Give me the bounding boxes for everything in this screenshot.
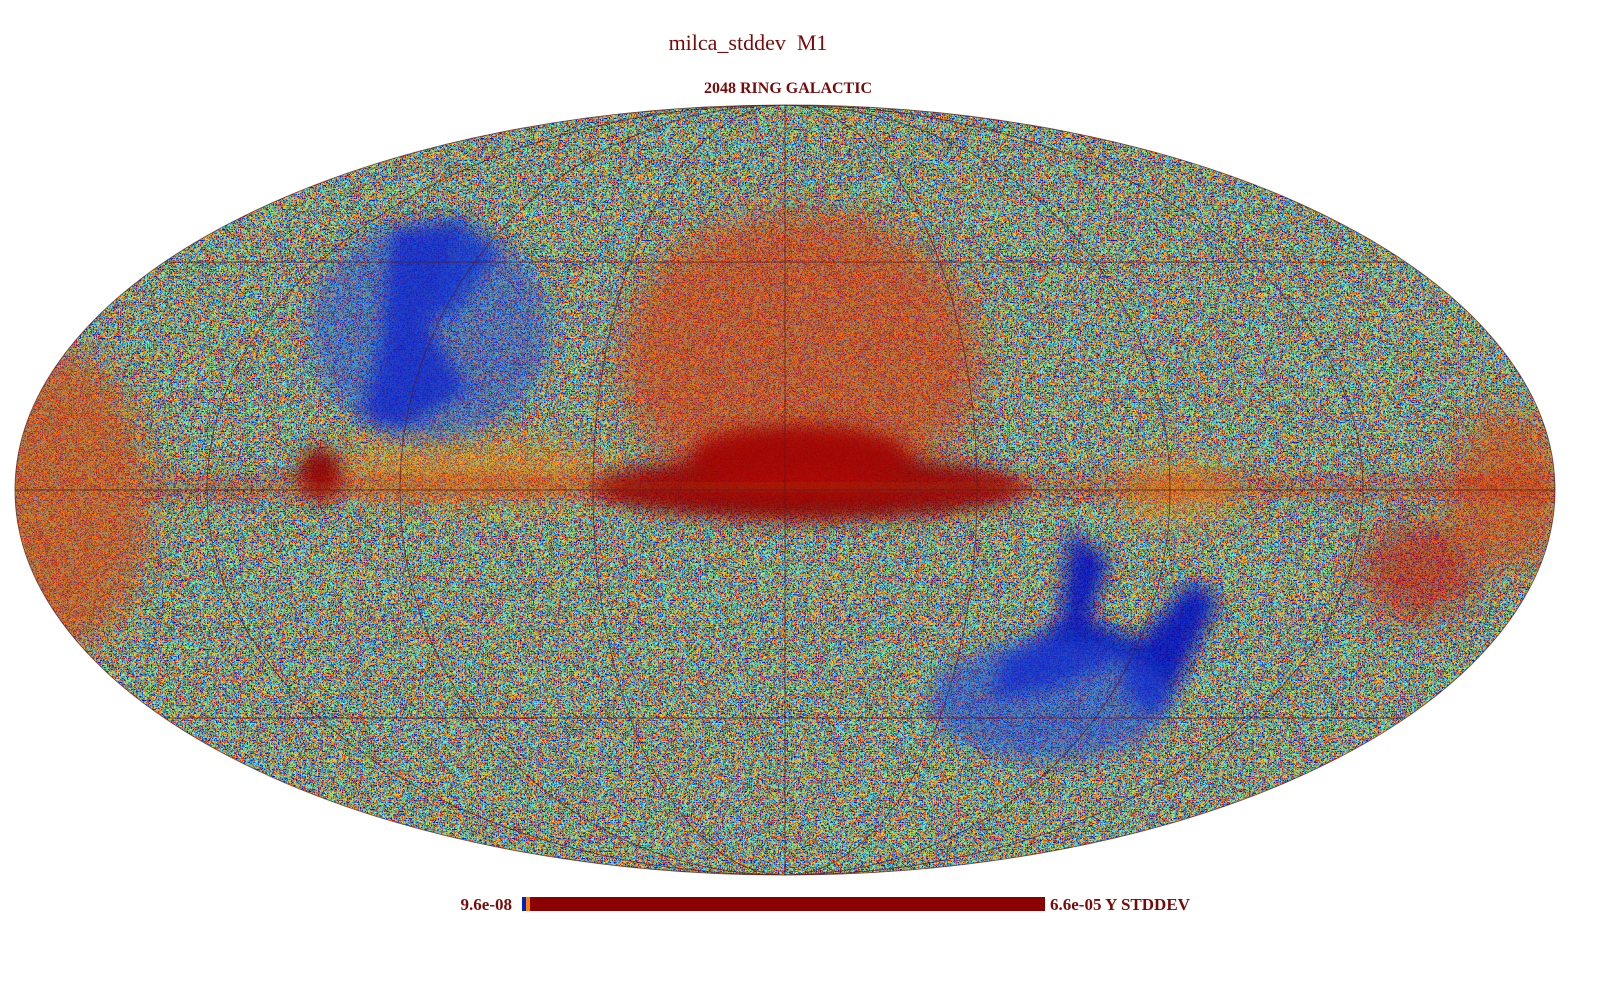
colorbar-min-label: 9.6e-08 — [461, 895, 512, 914]
map-border — [14, 104, 1556, 876]
colorbar-mid — [526, 897, 530, 911]
map-subtitle: 2048 RING GALACTIC — [704, 80, 872, 97]
meridian — [592, 105, 978, 875]
galactic-plane — [150, 425, 1550, 520]
map-title: milca_stddev M1 — [669, 30, 828, 55]
graticule — [14, 104, 1556, 876]
colorbar-low — [522, 897, 526, 911]
low-noise-regions — [310, 215, 1220, 760]
colorbar-max-label: 6.6e-05 Y STDDEV — [1050, 895, 1191, 914]
colorbar-high — [530, 897, 1045, 911]
meridian — [206, 105, 1364, 875]
colorbar: 9.6e-08 6.6e-05 Y STDDEV — [461, 895, 1191, 914]
meridian — [399, 105, 1171, 875]
